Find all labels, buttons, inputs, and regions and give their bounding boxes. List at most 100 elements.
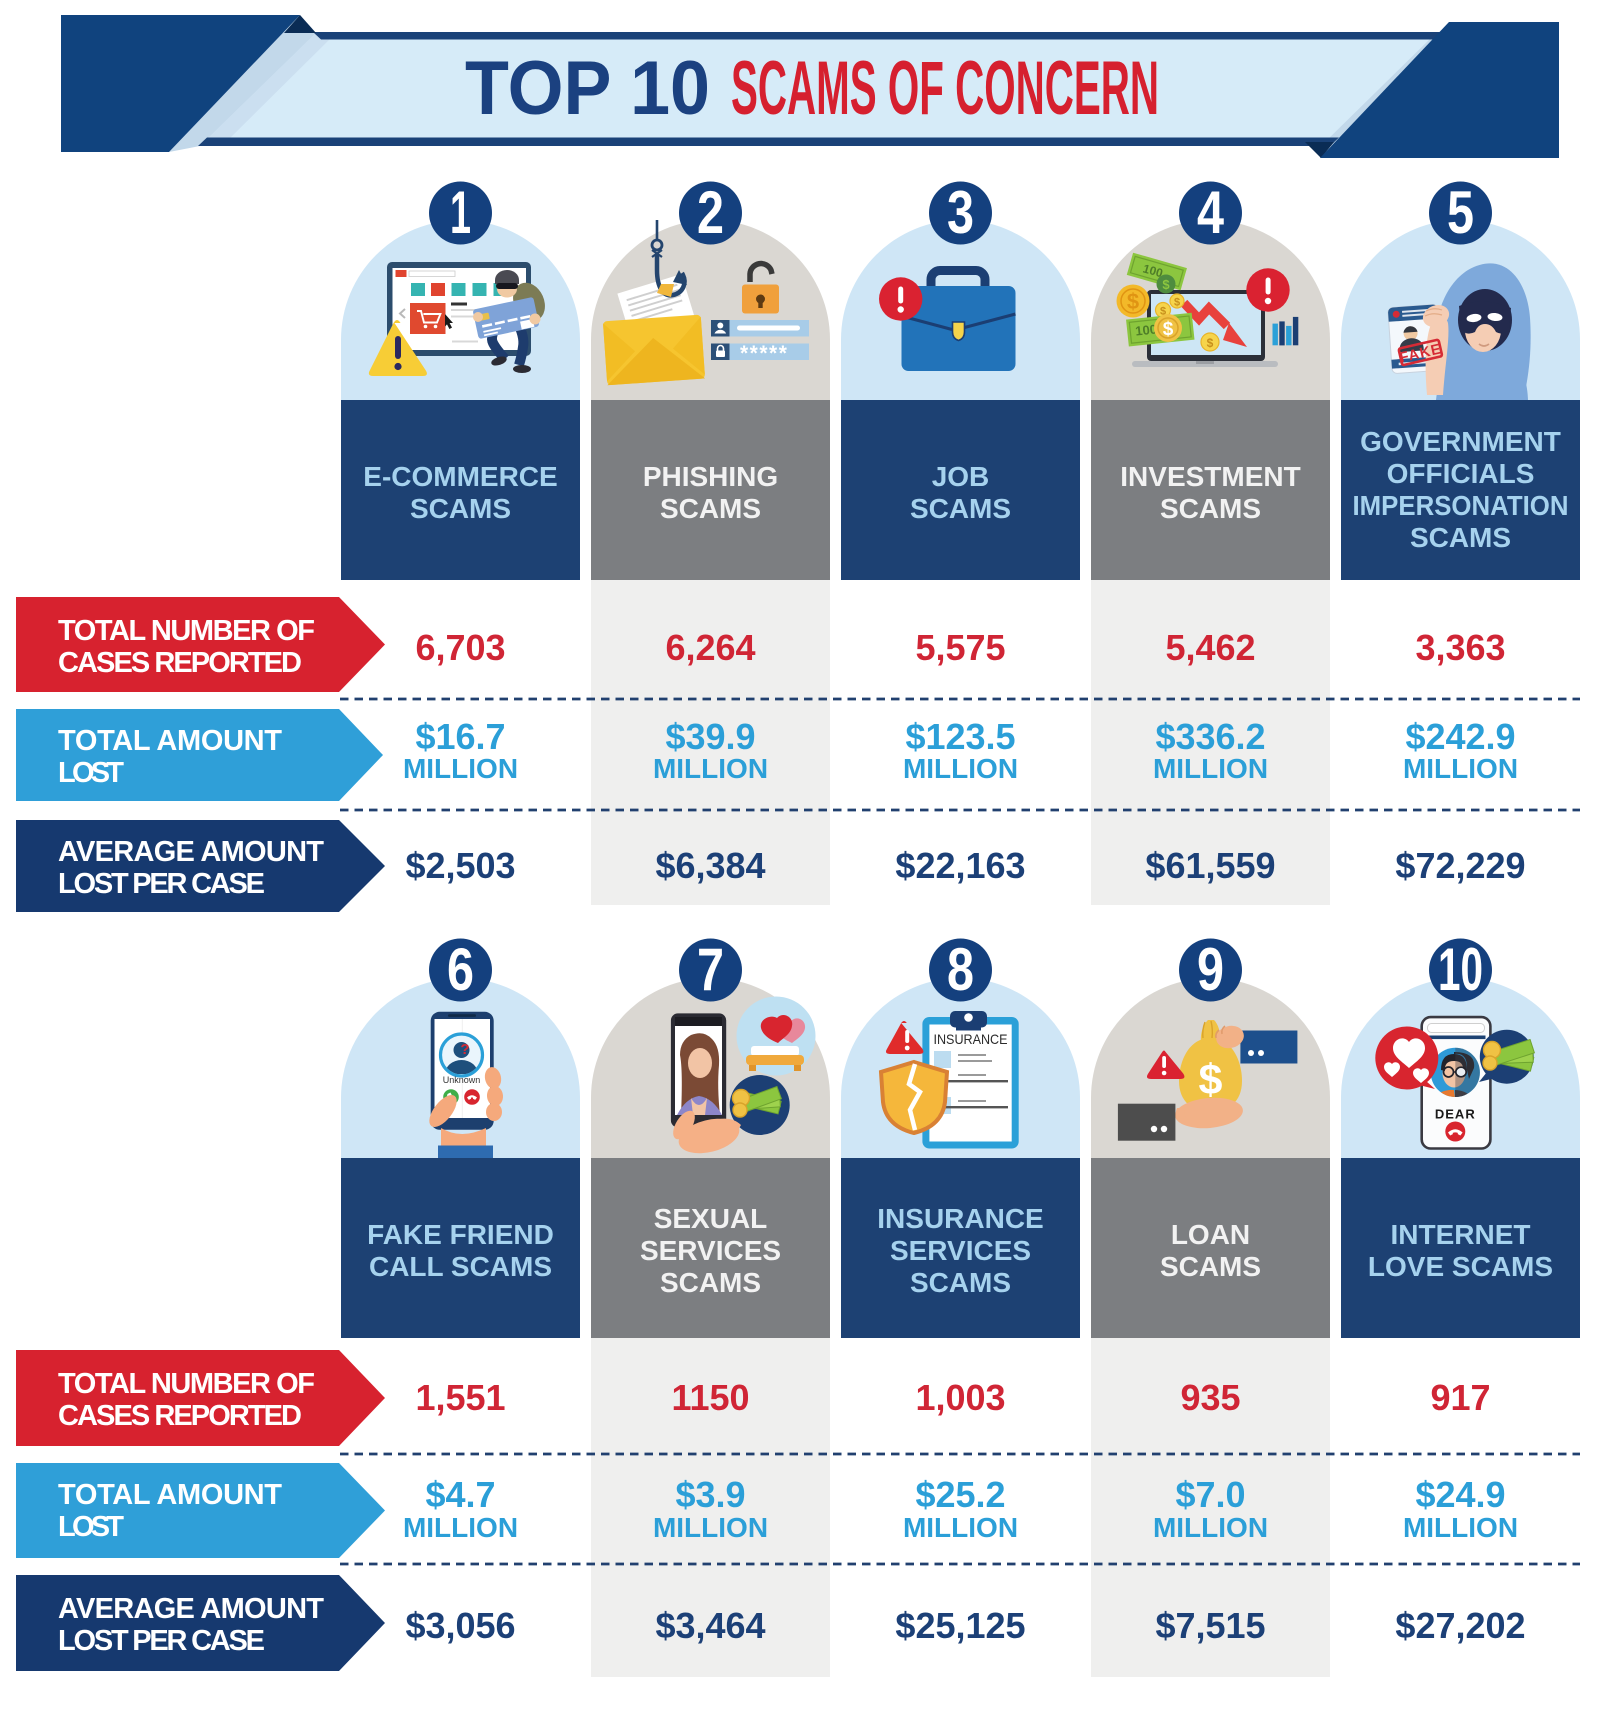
- svg-text:$16.7: $16.7: [415, 716, 505, 757]
- svg-text:GOVERNMENT: GOVERNMENT: [1360, 426, 1561, 457]
- svg-text:MILLION: MILLION: [403, 1512, 518, 1543]
- svg-text:$: $: [1174, 297, 1180, 309]
- svg-text:$6,384: $6,384: [655, 845, 765, 886]
- svg-text:INVESTMENT: INVESTMENT: [1120, 461, 1300, 492]
- svg-text:5,575: 5,575: [915, 627, 1005, 668]
- svg-text:?: ?: [460, 1041, 469, 1058]
- svg-text:$61,559: $61,559: [1145, 845, 1275, 886]
- svg-text:FAKE FRIEND: FAKE FRIEND: [367, 1219, 554, 1250]
- svg-text:$22,163: $22,163: [895, 845, 1025, 886]
- svg-text:100: 100: [1135, 321, 1158, 338]
- svg-text:SERVICES: SERVICES: [890, 1235, 1031, 1266]
- svg-text:SCAMS: SCAMS: [1410, 522, 1511, 553]
- svg-text:8: 8: [947, 936, 974, 1003]
- svg-text:5,462: 5,462: [1165, 627, 1255, 668]
- svg-text:$123.5: $123.5: [905, 716, 1015, 757]
- svg-text:2: 2: [697, 179, 724, 246]
- svg-text:$27,202: $27,202: [1395, 1605, 1525, 1646]
- svg-text:SCAMS: SCAMS: [660, 1267, 761, 1298]
- svg-text:MILLION: MILLION: [1153, 1512, 1268, 1543]
- svg-text:5: 5: [1447, 179, 1474, 246]
- svg-text:INTERNET: INTERNET: [1391, 1219, 1531, 1250]
- svg-text:SERVICES: SERVICES: [640, 1235, 781, 1266]
- svg-text:TOTAL AMOUNT: TOTAL AMOUNT: [58, 1479, 282, 1511]
- svg-text:$: $: [1160, 306, 1166, 318]
- svg-text:MILLION: MILLION: [1403, 1512, 1518, 1543]
- svg-text:$72,229: $72,229: [1395, 845, 1525, 886]
- svg-text:$3,056: $3,056: [405, 1605, 515, 1646]
- svg-text:SCAMS: SCAMS: [660, 493, 761, 524]
- svg-text:10: 10: [1438, 936, 1483, 1003]
- svg-text:AVERAGE AMOUNT: AVERAGE AMOUNT: [58, 836, 324, 868]
- svg-text:$: $: [1199, 1056, 1223, 1104]
- svg-text:3,363: 3,363: [1415, 627, 1505, 668]
- svg-text:TOP 10: TOP 10: [465, 46, 710, 131]
- svg-text:MILLION: MILLION: [903, 1512, 1018, 1543]
- svg-text:MILLION: MILLION: [1403, 753, 1518, 784]
- svg-text:CASES REPORTED: CASES REPORTED: [58, 1400, 302, 1432]
- svg-text:$: $: [1207, 336, 1214, 350]
- svg-text:SCAMS: SCAMS: [910, 493, 1011, 524]
- svg-text:OFFICIALS: OFFICIALS: [1387, 458, 1535, 489]
- svg-text:MILLION: MILLION: [903, 753, 1018, 784]
- svg-text:IMPERSONATION: IMPERSONATION: [1353, 490, 1569, 521]
- svg-text:$3.9: $3.9: [675, 1474, 745, 1515]
- svg-text:6: 6: [447, 936, 474, 1003]
- svg-text:TOTAL NUMBER OF: TOTAL NUMBER OF: [58, 615, 315, 647]
- svg-text:LOVE SCAMS: LOVE SCAMS: [1368, 1251, 1553, 1282]
- svg-text:7: 7: [697, 936, 724, 1003]
- svg-text:LOST PER CASE: LOST PER CASE: [58, 868, 265, 900]
- svg-text:1,551: 1,551: [415, 1377, 505, 1418]
- svg-text:CASES REPORTED: CASES REPORTED: [58, 647, 302, 679]
- svg-text:DEAR: DEAR: [1435, 1107, 1476, 1122]
- svg-text:935: 935: [1180, 1377, 1240, 1418]
- svg-text:SCAMS: SCAMS: [910, 1267, 1011, 1298]
- svg-text:9: 9: [1197, 936, 1224, 1003]
- svg-text:4: 4: [1197, 179, 1225, 246]
- svg-text:$2,503: $2,503: [405, 845, 515, 886]
- svg-text:LOAN: LOAN: [1171, 1219, 1250, 1250]
- svg-text:$242.9: $242.9: [1405, 716, 1515, 757]
- svg-text:AVERAGE AMOUNT: AVERAGE AMOUNT: [58, 1593, 324, 1625]
- svg-text:LOST: LOST: [58, 1511, 124, 1543]
- svg-text:$: $: [1162, 277, 1170, 292]
- svg-text:MILLION: MILLION: [403, 753, 518, 784]
- svg-text:6,703: 6,703: [415, 627, 505, 668]
- svg-text:SCAMS: SCAMS: [410, 493, 511, 524]
- svg-text:CALL SCAMS: CALL SCAMS: [369, 1251, 552, 1282]
- svg-text:PHISHING: PHISHING: [643, 461, 778, 492]
- svg-text:6,264: 6,264: [665, 627, 755, 668]
- svg-text:TOTAL NUMBER OF: TOTAL NUMBER OF: [58, 1368, 315, 1400]
- svg-text:$336.2: $336.2: [1155, 716, 1265, 757]
- svg-text:$25.2: $25.2: [915, 1474, 1005, 1515]
- svg-text:$25,125: $25,125: [895, 1605, 1025, 1646]
- svg-text:1,003: 1,003: [915, 1377, 1005, 1418]
- svg-text:SCAMS: SCAMS: [1160, 1251, 1261, 1282]
- svg-text:E-COMMERCE: E-COMMERCE: [363, 461, 557, 492]
- svg-text:$3,464: $3,464: [655, 1605, 765, 1646]
- svg-text:100: 100: [1141, 261, 1164, 280]
- svg-text:$: $: [1127, 289, 1139, 314]
- svg-text:MILLION: MILLION: [1153, 753, 1268, 784]
- svg-text:1: 1: [450, 179, 471, 246]
- svg-text:LOST: LOST: [58, 757, 124, 789]
- svg-text:JOB: JOB: [932, 461, 990, 492]
- svg-text:INSURANCE: INSURANCE: [934, 1031, 1008, 1047]
- svg-text:$: $: [1163, 319, 1174, 340]
- svg-text:*****: *****: [740, 342, 788, 365]
- svg-text:Unknown: Unknown: [443, 1075, 481, 1085]
- svg-text:1150: 1150: [671, 1377, 749, 1418]
- svg-text:917: 917: [1430, 1377, 1490, 1418]
- svg-text:SEXUAL: SEXUAL: [654, 1203, 768, 1234]
- svg-text:$7.0: $7.0: [1175, 1474, 1245, 1515]
- svg-text:INSURANCE: INSURANCE: [877, 1203, 1043, 1234]
- svg-text:$39.9: $39.9: [665, 716, 755, 757]
- svg-text:$4.7: $4.7: [425, 1474, 495, 1515]
- svg-text:TOTAL AMOUNT: TOTAL AMOUNT: [58, 725, 282, 757]
- svg-text:SCAMS OF CONCERN: SCAMS OF CONCERN: [731, 46, 1159, 131]
- svg-text:$7,515: $7,515: [1155, 1605, 1265, 1646]
- svg-text:$24.9: $24.9: [1415, 1474, 1505, 1515]
- svg-text:3: 3: [947, 179, 974, 246]
- svg-text:SCAMS: SCAMS: [1160, 493, 1261, 524]
- svg-text:LOST PER CASE: LOST PER CASE: [58, 1625, 265, 1657]
